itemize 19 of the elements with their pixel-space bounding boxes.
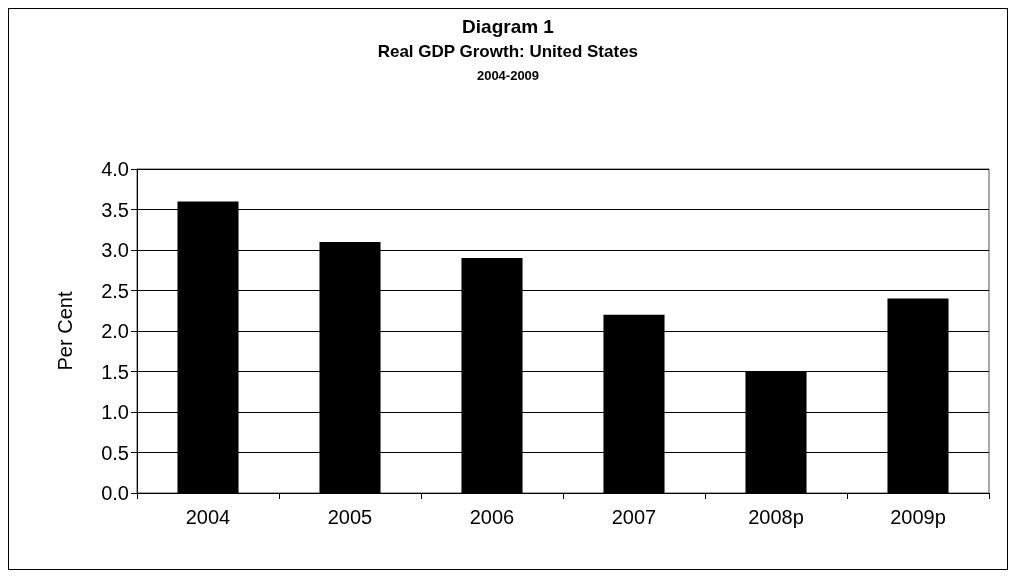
x-tick-label: 2005 <box>327 506 373 528</box>
chart-subtitle: Real GDP Growth: United States <box>377 42 639 61</box>
y-tick-label: 4.0 <box>101 158 129 180</box>
x-tick-label: 2008p <box>748 506 804 528</box>
text: 2004-2009 <box>476 68 540 83</box>
y-tick-label: 3.0 <box>101 239 129 261</box>
x-tick-label: 2006 <box>469 506 515 528</box>
y-tick-label: 1.5 <box>101 360 129 383</box>
y-axis-title: Per Cent <box>54 291 76 371</box>
y-tick-label: 2.0 <box>101 320 129 342</box>
y-tick-label: 3.5 <box>101 198 129 221</box>
y-tick-label: 2.5 <box>101 279 129 302</box>
y-tick-label: 1.0 <box>101 401 129 423</box>
x-tick-label: 2007 <box>611 506 657 528</box>
x-tick-label: 2004 <box>185 506 231 528</box>
chart-title: Diagram 1 <box>462 16 555 37</box>
x-tick-label: 2009p <box>890 506 946 528</box>
y-tick-label: 0.5 <box>101 441 129 464</box>
y-tick-label: 0.0 <box>101 482 129 504</box>
